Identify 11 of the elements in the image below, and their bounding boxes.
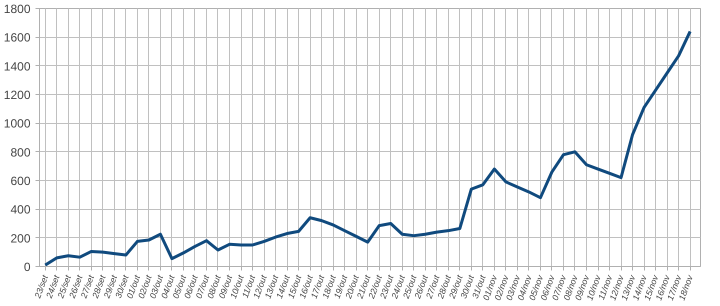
y-tick-label: 1200 — [4, 88, 31, 102]
y-tick-label: 400 — [10, 202, 31, 217]
y-tick-label: 0 — [24, 260, 31, 274]
y-tick-label: 1600 — [4, 30, 31, 45]
line-series — [44, 30, 692, 266]
y-tick-label: 800 — [10, 145, 31, 160]
y-tick-label: 600 — [10, 174, 31, 188]
y-tick-label: 200 — [10, 231, 31, 246]
y-tick-label: 1000 — [4, 116, 31, 131]
y-tick-label: 1400 — [4, 59, 31, 74]
y-tick-label: 1800 — [4, 2, 31, 16]
